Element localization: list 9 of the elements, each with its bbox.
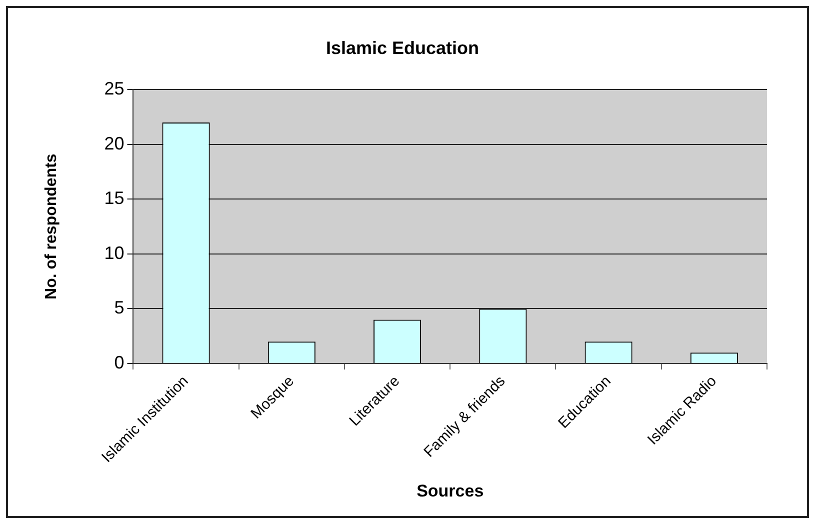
y-tick-label: 5	[114, 298, 124, 318]
y-tick-label: 10	[104, 242, 124, 263]
chart-title: Islamic Education	[326, 38, 480, 58]
x-axis-title: Sources	[416, 481, 484, 500]
y-axis-title: No. of respondents	[43, 154, 60, 300]
y-tick-label: 25	[104, 78, 124, 99]
y-tick-label: 0	[114, 352, 124, 372]
y-tick-label: 15	[104, 188, 124, 208]
y-tick-label: 20	[104, 133, 124, 154]
